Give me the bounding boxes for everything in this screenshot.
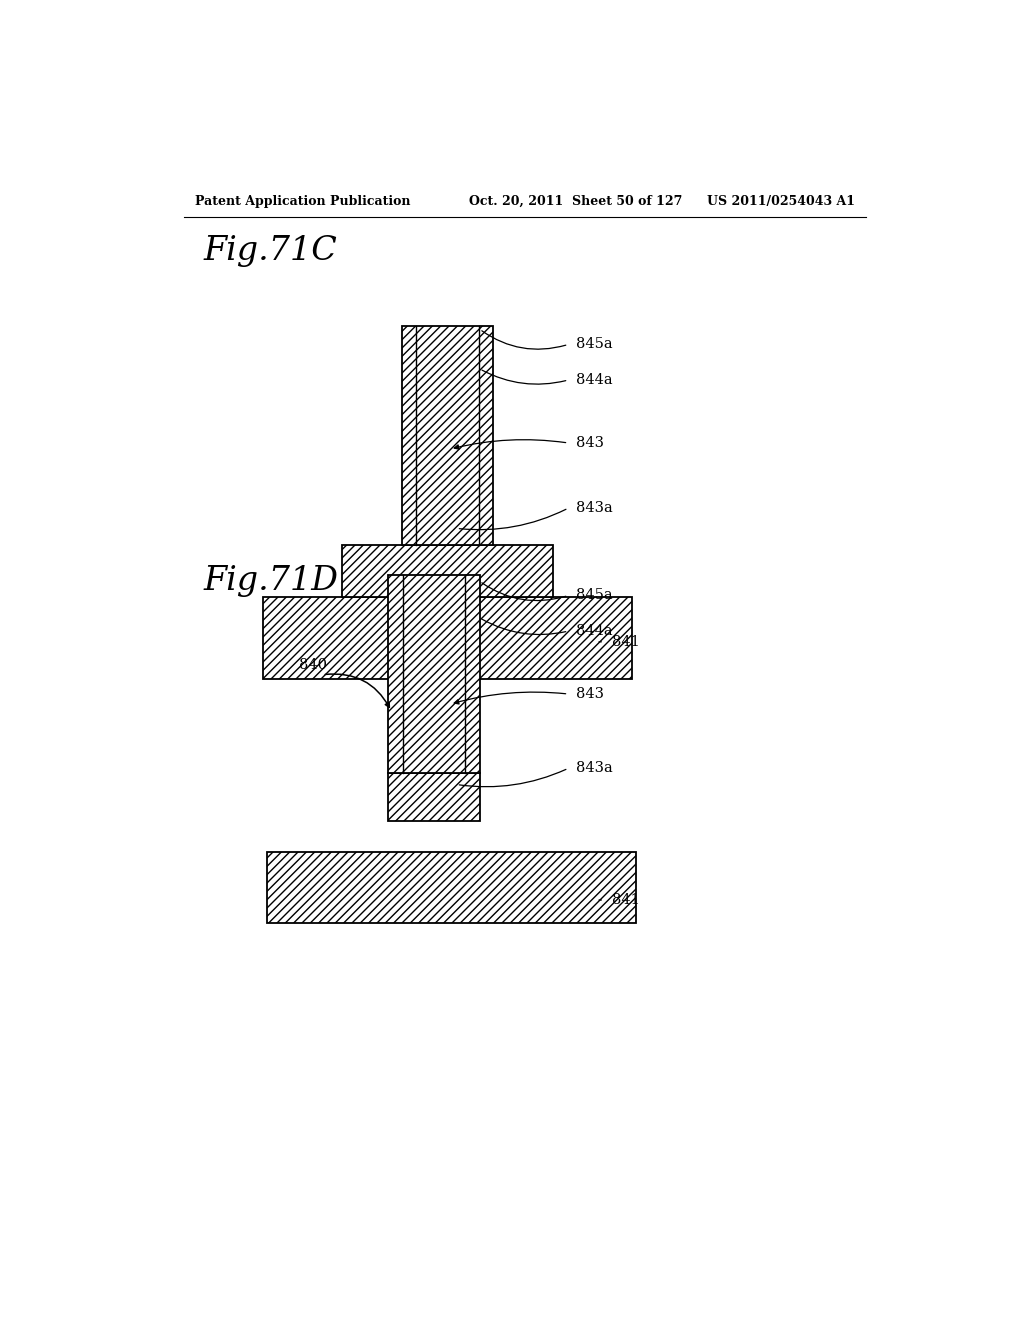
Text: 844a: 844a — [577, 624, 613, 638]
Text: 841: 841 — [612, 635, 640, 649]
Text: 843a: 843a — [577, 502, 613, 515]
Text: Patent Application Publication: Patent Application Publication — [196, 194, 411, 207]
Text: 845a: 845a — [577, 589, 613, 602]
Bar — [342, 545, 553, 598]
Text: Fig.71D: Fig.71D — [204, 565, 338, 597]
Text: US 2011/0254043 A1: US 2011/0254043 A1 — [708, 194, 855, 207]
Text: 840: 840 — [299, 657, 327, 672]
Bar — [388, 576, 479, 774]
Text: 841: 841 — [612, 894, 640, 907]
Text: Oct. 20, 2011  Sheet 50 of 127: Oct. 20, 2011 Sheet 50 of 127 — [469, 194, 683, 207]
Bar — [267, 851, 636, 923]
Text: 843a: 843a — [577, 762, 613, 775]
Bar — [388, 774, 479, 821]
Text: 843: 843 — [577, 436, 604, 450]
Text: 844a: 844a — [577, 374, 613, 387]
Text: 845a: 845a — [577, 338, 613, 351]
Bar — [263, 598, 632, 678]
Text: 843: 843 — [577, 686, 604, 701]
Text: Fig.71C: Fig.71C — [204, 235, 337, 267]
Bar — [401, 326, 494, 545]
